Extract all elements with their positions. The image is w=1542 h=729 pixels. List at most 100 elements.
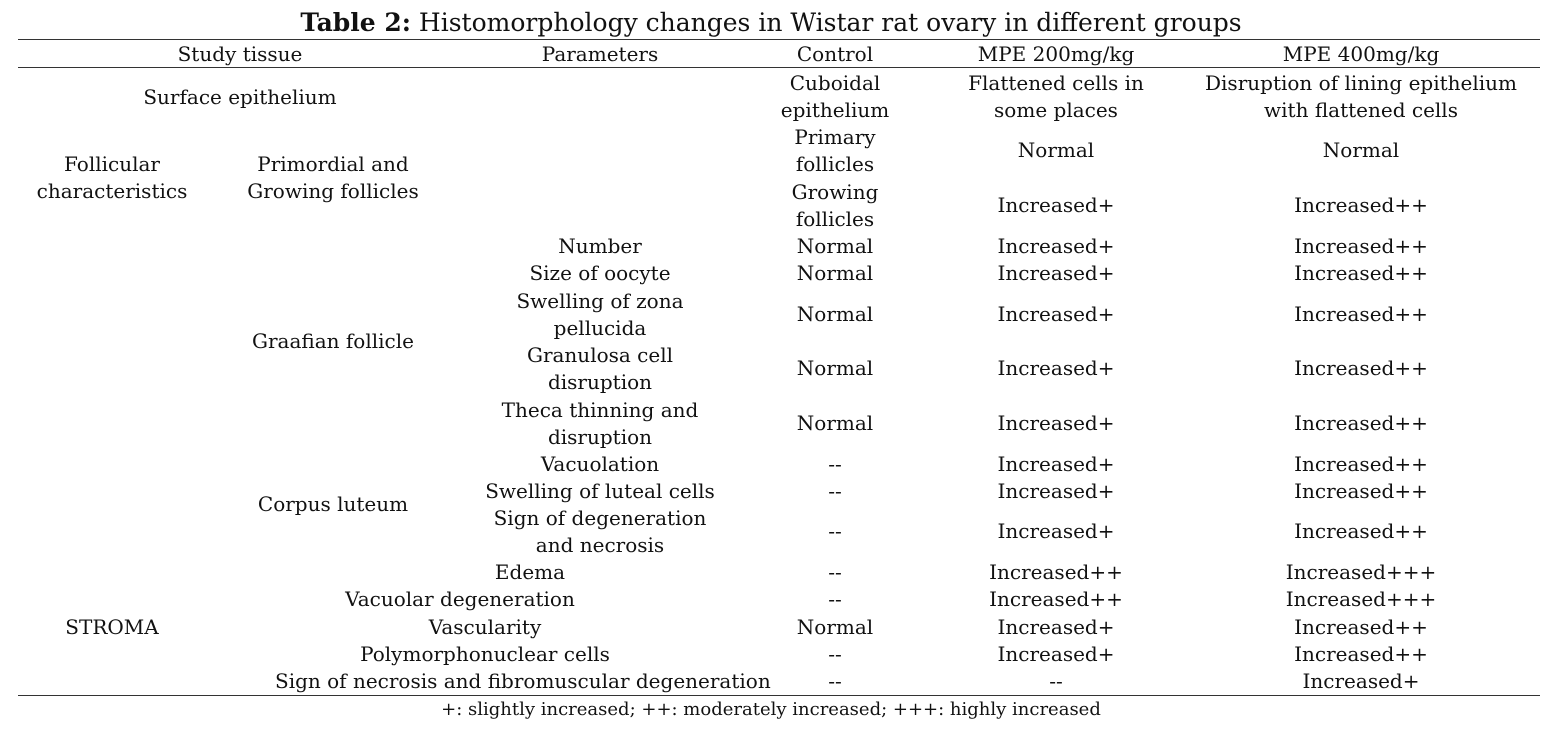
control-cell: Normal [755,233,915,260]
control-cell: Normal [755,614,915,641]
mpe200-line: Flattened cells in [968,70,1144,95]
parameter-cell: Number [450,233,750,260]
mpe400-line: Increased++ [1294,356,1428,381]
mpe400-line: Increased++ [1294,479,1428,504]
control-cell: Cuboidal epithelium [755,70,915,124]
control-cell: -- [755,478,915,505]
group-primordial-line-2: Growing follicles [247,179,419,204]
control-line: -- [828,587,842,612]
parameter-cell: Swelling of zona pellucida [450,288,750,342]
mpe200-cell: Increased+ [936,641,1176,668]
mpe400-line: Disruption of lining epithelium [1205,70,1517,95]
mpe200-line: Increased+ [997,452,1115,477]
mpe200-cell: Increased+ [936,301,1176,328]
group-follicular-line-1: Follicular [64,152,160,176]
parameter-line: Granulosa cell [526,342,674,367]
mpe200-line: Increased+ [997,234,1115,259]
control-cell: Normal [755,260,915,287]
header-study-tissue: Study tissue [177,42,303,66]
mpe400-cell: Increased+++ [1181,586,1541,613]
mpe400-cell: Increased++ [1181,233,1541,260]
top-rule [18,39,1540,40]
group-graafian-follicle: Graafian follicle [252,329,414,353]
parameter-line: Swelling of luteal cells [485,479,715,504]
caption-label: Table 2: [300,8,411,37]
control-line: Normal [796,302,874,327]
mpe200-line: Normal [1017,138,1095,163]
mpe400-cell: Increased+++ [1181,559,1541,586]
mpe200-cell: Normal [936,137,1176,164]
control-cell: -- [755,451,915,478]
parameter-line: Number [558,234,642,259]
header-rule [18,67,1540,68]
header-mpe-200: MPE 200mg/kg [977,42,1135,66]
group-follicular-line-2: characteristics [36,179,188,204]
mpe200-cell: Increased+ [936,355,1176,382]
mpe200-line: -- [1049,669,1063,694]
mpe200-line: Increased+ [997,411,1115,436]
control-line: Cuboidal [789,70,881,95]
header-parameters: Parameters [541,42,659,66]
mpe400-cell: Increased++ [1181,478,1541,505]
parameter-cell: Polymorphonuclear cells [295,641,675,668]
parameter-cell: Vacuolar degeneration [270,586,650,613]
parameter-line: Polymorphonuclear cells [360,642,610,667]
parameter-line: Vascularity [428,615,542,640]
mpe200-line: Increased+ [997,642,1115,667]
control-line: -- [828,560,842,585]
control-line: Growing [791,179,879,204]
control-line: Normal [796,615,874,640]
header-control: Control [796,42,874,66]
mpe200-line: Increased+ [997,261,1115,286]
mpe200-cell: -- [936,668,1176,695]
parameter-line: Vacuolation [540,452,660,477]
mpe400-line: Increased++ [1294,642,1428,667]
parameter-cell: Vacuolation [450,451,750,478]
parameter-line: Swelling of zona [516,288,684,313]
mpe200-line: some places [994,98,1118,122]
mpe200-cell: Increased+ [936,260,1176,287]
mpe400-cell: Increased++ [1181,641,1541,668]
control-line: Normal [796,356,874,381]
parameter-cell: Swelling of luteal cells [450,478,750,505]
mpe200-line: Increased+ [997,519,1115,544]
mpe200-line: Increased++ [989,587,1123,612]
mpe400-line: Increased++ [1294,452,1428,477]
group-primordial-line-1: Primordial and [257,152,409,176]
group-primordial-growing: Primordial and Growing follicles [233,151,433,205]
mpe200-cell: Increased+ [936,518,1176,545]
control-line: -- [828,479,842,504]
mpe400-cell: Increased++ [1181,301,1541,328]
parameter-cell: Sign of necrosis and fibromuscular degen… [275,668,771,695]
mpe400-cell: Disruption of lining epithelium with flat… [1181,70,1541,124]
mpe400-line: Increased++ [1294,261,1428,286]
control-line: -- [828,519,842,544]
control-line: -- [828,669,842,694]
mpe400-cell: Increased++ [1181,410,1541,437]
control-line: Normal [796,261,874,286]
control-cell: Normal [755,355,915,382]
mpe200-cell: Flattened cells in some places [936,70,1176,124]
mpe200-cell: Increased++ [936,559,1176,586]
parameter-line: Size of oocyte [529,261,671,286]
parameter-line: Vacuolar degeneration [345,587,575,612]
control-cell: -- [755,668,915,695]
parameter-line: Edema [494,560,566,585]
parameter-line: Theca thinning and [501,397,699,422]
control-cell: -- [755,518,915,545]
mpe400-line: Increased++ [1294,411,1428,436]
table-footnote: +: slightly increased; ++: moderately in… [441,699,1101,720]
mpe200-cell: Increased+ [936,192,1176,219]
header-mpe-400: MPE 400mg/kg [1282,42,1440,66]
control-line: Primary [794,124,876,149]
mpe400-line: Increased++ [1294,519,1428,544]
mpe200-line: Increased+ [997,479,1115,504]
parameter-cell: Vascularity [295,614,675,641]
control-cell: Growing follicles [755,179,915,233]
mpe400-line: Increased+++ [1285,587,1437,612]
mpe400-line: Increased++ [1294,302,1428,327]
mpe400-line: Increased++ [1294,193,1428,218]
control-line: follicles [795,152,875,176]
control-line: epithelium [780,98,890,122]
parameter-cell: Edema [340,559,720,586]
